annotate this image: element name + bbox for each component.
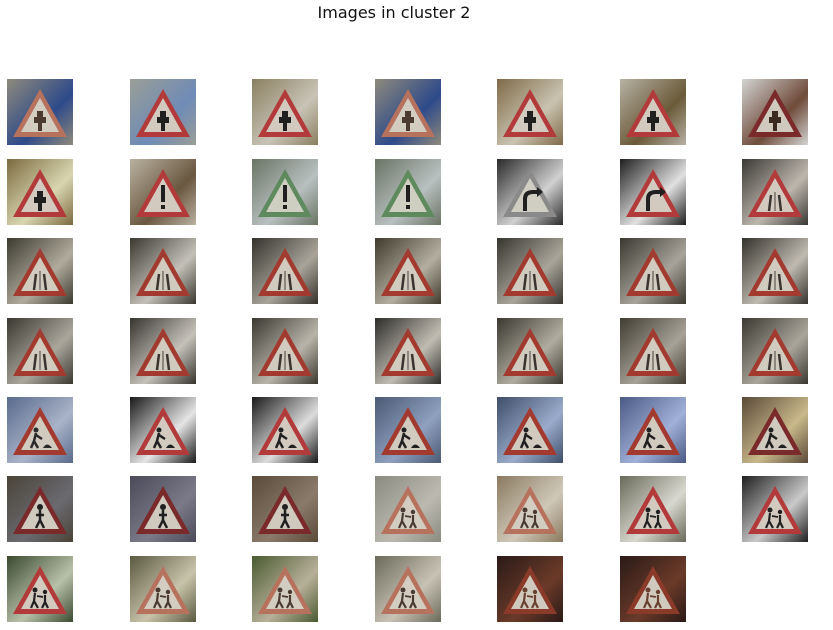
cluster-image-tile xyxy=(7,476,73,542)
cluster-image-tile xyxy=(252,556,318,622)
cluster-image-tile xyxy=(375,397,441,463)
cluster-image-tile xyxy=(130,397,196,463)
figure-title: Images in cluster 2 xyxy=(317,3,471,22)
cluster-image-tile xyxy=(252,397,318,463)
cluster-image-tile xyxy=(620,159,686,225)
cluster-image-tile xyxy=(497,476,563,542)
cluster-image-tile xyxy=(742,318,808,384)
cluster-image-tile xyxy=(497,238,563,304)
cluster-image-tile xyxy=(375,318,441,384)
cluster-image-tile xyxy=(252,318,318,384)
sign-face xyxy=(266,416,304,450)
cluster-image-tile xyxy=(742,476,808,542)
sign-face xyxy=(511,416,549,450)
cluster-image-tile xyxy=(497,79,563,145)
sign-face xyxy=(511,178,549,212)
cluster-image-tile xyxy=(7,79,73,145)
sign-face xyxy=(634,575,672,609)
sign-face xyxy=(634,416,672,450)
cluster-image-tile xyxy=(7,556,73,622)
cluster-image-tile xyxy=(497,318,563,384)
sign-face xyxy=(21,575,59,609)
cluster-image-tile xyxy=(375,238,441,304)
sign-face xyxy=(389,416,427,450)
cluster-image-tile xyxy=(620,397,686,463)
cluster-image-tile xyxy=(620,318,686,384)
cluster-image-tile xyxy=(252,476,318,542)
sign-face xyxy=(144,575,182,609)
cluster-image-tile xyxy=(375,79,441,145)
sign-face xyxy=(756,495,794,529)
cluster-image-tile xyxy=(7,318,73,384)
cluster-image-tile xyxy=(130,476,196,542)
cluster-image-tile xyxy=(252,79,318,145)
cluster-image-tile xyxy=(252,238,318,304)
sign-face xyxy=(634,495,672,529)
cluster-image-tile xyxy=(742,159,808,225)
cluster-image-tile xyxy=(252,159,318,225)
cluster-image-tile xyxy=(130,79,196,145)
cluster-image-tile xyxy=(497,159,563,225)
cluster-image-tile xyxy=(375,159,441,225)
cluster-image-tile xyxy=(130,238,196,304)
sign-face xyxy=(634,178,672,212)
cluster-image-tile xyxy=(742,79,808,145)
cluster-image-tile xyxy=(497,397,563,463)
cluster-image-tile xyxy=(130,159,196,225)
cluster-image-tile xyxy=(130,556,196,622)
sign-face xyxy=(144,416,182,450)
sign-face xyxy=(266,575,304,609)
cluster-image-tile xyxy=(742,238,808,304)
cluster-image-tile xyxy=(620,556,686,622)
cluster-image-tile xyxy=(7,238,73,304)
cluster-image-tile xyxy=(7,397,73,463)
sign-face xyxy=(389,495,427,529)
cluster-image-tile xyxy=(497,556,563,622)
cluster-image-tile xyxy=(620,238,686,304)
sign-face xyxy=(21,416,59,450)
cluster-image-tile xyxy=(375,556,441,622)
cluster-image-tile xyxy=(742,397,808,463)
cluster-image-tile xyxy=(375,476,441,542)
sign-face xyxy=(756,416,794,450)
sign-face xyxy=(511,575,549,609)
cluster-image-tile xyxy=(7,159,73,225)
sign-face xyxy=(389,575,427,609)
cluster-image-tile xyxy=(130,318,196,384)
cluster-image-tile xyxy=(620,476,686,542)
sign-face xyxy=(511,495,549,529)
cluster-image-tile xyxy=(620,79,686,145)
